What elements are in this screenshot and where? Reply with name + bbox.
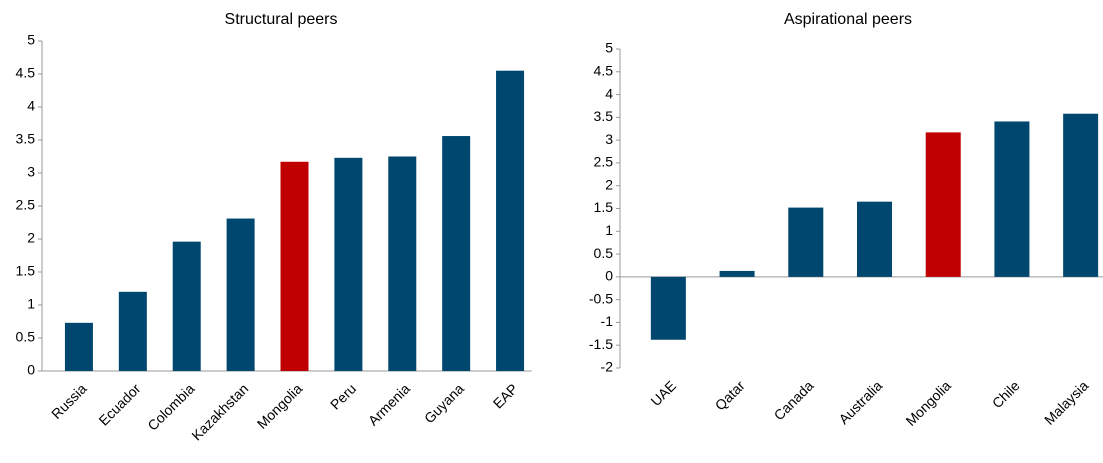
- y-tick-label: 3: [27, 164, 35, 180]
- bar: [719, 270, 755, 277]
- y-tick-label: 4: [27, 98, 35, 114]
- y-tick-label: 0: [605, 268, 613, 284]
- x-tick-label: UAE: [647, 377, 679, 409]
- y-tick-label: 4: [605, 85, 613, 101]
- bar: [442, 136, 471, 371]
- y-tick-label: 3.5: [594, 108, 614, 124]
- x-tick-label: Ecuador: [95, 380, 143, 428]
- y-tick-label: 1.5: [594, 199, 614, 215]
- y-tick-label: 2.5: [16, 197, 36, 213]
- bar: [788, 207, 824, 277]
- y-tick-label: 2: [605, 176, 613, 192]
- y-tick-label: 2: [27, 230, 35, 246]
- bar: [925, 132, 961, 277]
- y-tick-label: 4.5: [594, 62, 614, 78]
- x-tick-label: Peru: [327, 380, 359, 412]
- x-tick-label: Mongolia: [902, 377, 954, 429]
- x-tick-label: EAP: [490, 380, 521, 411]
- x-tick-label: Colombia: [144, 380, 197, 433]
- y-tick-label: 0: [27, 362, 35, 378]
- y-tick-label: -0.5: [589, 290, 613, 306]
- y-tick-label: 1.5: [16, 263, 36, 279]
- x-tick-label: Russia: [48, 380, 90, 422]
- bar: [334, 157, 363, 371]
- y-tick-label: -1: [601, 313, 614, 329]
- x-tick-label: Malaysia: [1041, 377, 1092, 428]
- x-tick-label: Kazakhstan: [188, 380, 251, 443]
- y-tick-label: 1: [27, 296, 35, 312]
- bar: [64, 322, 93, 371]
- bar: [857, 201, 892, 277]
- y-tick-label: 2.5: [594, 154, 614, 170]
- bar: [1063, 113, 1099, 277]
- bar: [496, 70, 525, 371]
- y-tick-label: 5: [27, 32, 35, 48]
- bar: [994, 121, 1030, 277]
- y-tick-label: -1.5: [589, 336, 613, 352]
- bar: [226, 218, 255, 371]
- x-tick-label: Australia: [835, 377, 885, 427]
- y-tick-label: 0.5: [594, 245, 614, 261]
- y-tick-label: 4.5: [16, 65, 36, 81]
- bar: [118, 291, 147, 371]
- bar: [650, 276, 686, 340]
- x-tick-label: Guyana: [421, 380, 467, 426]
- bar: [388, 156, 417, 371]
- y-tick-label: 0.5: [16, 329, 36, 345]
- x-tick-label: Armenia: [365, 380, 413, 428]
- x-tick-label: Mongolia: [254, 380, 306, 432]
- y-tick-label: 1: [605, 222, 613, 238]
- chart-title: Aspirational peers: [784, 11, 912, 28]
- y-tick-label: 3.5: [16, 131, 36, 147]
- y-tick-label: -2: [601, 359, 614, 375]
- bar: [172, 241, 201, 371]
- x-tick-label: Qatar: [712, 377, 748, 413]
- x-tick-label: Chile: [989, 377, 1023, 411]
- x-tick-label: Canada: [771, 377, 817, 423]
- bar: [280, 161, 309, 371]
- y-tick-label: 5: [605, 40, 613, 56]
- y-tick-label: 3: [605, 131, 613, 147]
- chart-title: Structural peers: [225, 11, 338, 28]
